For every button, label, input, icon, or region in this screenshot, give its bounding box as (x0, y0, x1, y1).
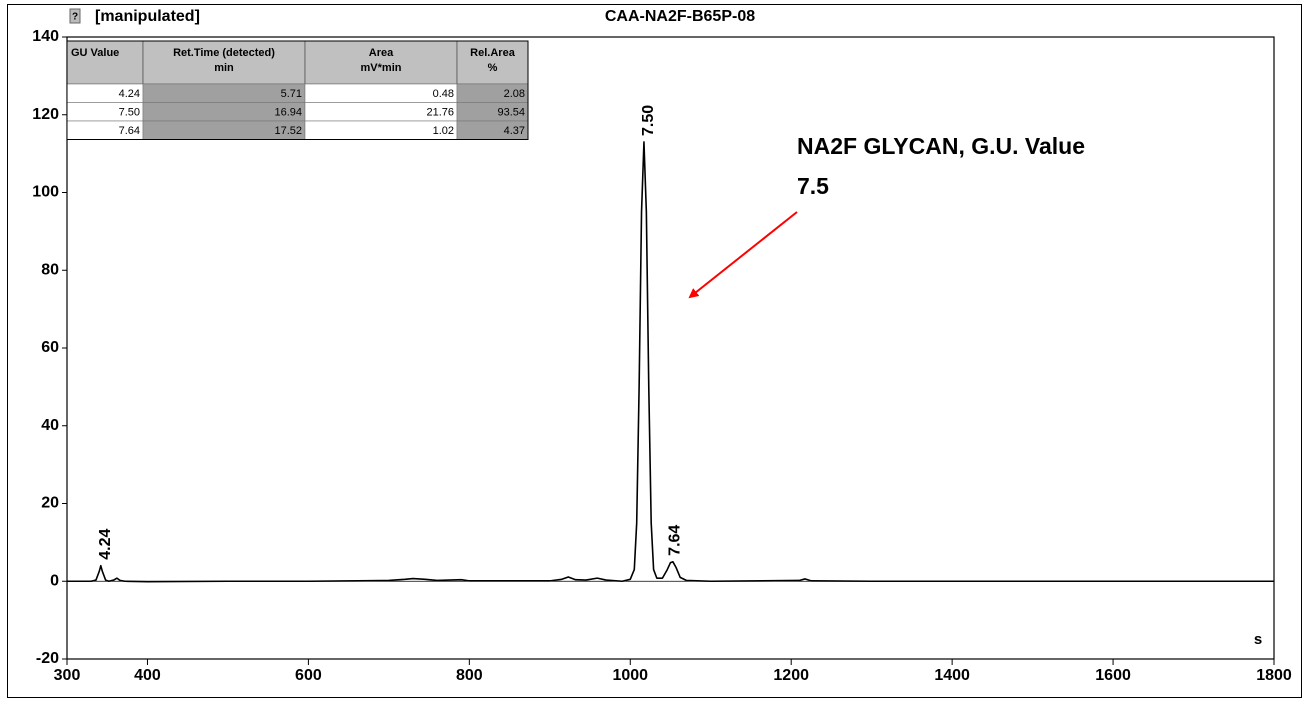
table-value: 5.71 (281, 88, 302, 100)
y-tick-label: 100 (32, 184, 59, 201)
y-tick-label: 0 (50, 572, 59, 589)
y-tick-label: -20 (36, 650, 59, 667)
annotation: 7.5 (797, 173, 829, 199)
status: [manipulated] (95, 8, 200, 25)
chart-title: CAA-NA2F-B65P-08 (605, 8, 755, 25)
y-tick-label: 80 (41, 261, 59, 278)
table-value: 2.08 (504, 88, 525, 100)
x-tick-label: 400 (134, 667, 161, 684)
x-tick-label: 1400 (934, 667, 970, 684)
table-value: 17.52 (274, 125, 302, 137)
table-header: mV*min (361, 62, 402, 74)
annotation: NA2F GLYCAN, G.U. Value (797, 133, 1085, 159)
table-value: 21.76 (426, 107, 454, 119)
x-unit: s (1254, 631, 1262, 648)
table-header: Rel.Area (470, 47, 516, 59)
x-tick-label: 1600 (1095, 667, 1131, 684)
table-value: 16.94 (274, 107, 302, 119)
y-tick-label: 140 (32, 28, 59, 45)
table-value: 7.50 (119, 107, 140, 119)
peak-label: 4.24 (97, 528, 114, 559)
chromatogram-line (67, 141, 1274, 583)
table-value: 1.02 (433, 125, 454, 137)
icon (69, 8, 81, 24)
table-value: 4.24 (119, 88, 140, 100)
y-tick-label: 20 (41, 495, 59, 512)
table-value: 93.54 (497, 107, 525, 119)
x-tick-label: 1200 (773, 667, 809, 684)
table-header: Ret.Time (detected) (173, 47, 275, 59)
table-border (66, 40, 529, 140)
x-tick-label: 800 (456, 667, 483, 684)
x-tick-label: 600 (295, 667, 322, 684)
table-value: 4.37 (504, 125, 525, 137)
peak-label: 7.64 (667, 525, 684, 556)
y-tick-label: 60 (41, 339, 59, 356)
table-header-cell (66, 40, 144, 85)
table-header: % (488, 62, 498, 74)
annotation-arrow (688, 211, 798, 299)
y-tick-label: 120 (32, 106, 59, 123)
table-value: 0.48 (433, 88, 454, 100)
table-header: Area (369, 47, 394, 59)
peak-label: 7.50 (640, 105, 657, 136)
table-header: GU Value (71, 47, 119, 59)
x-tick-label: 1000 (612, 667, 648, 684)
icon-glyph: ? (72, 12, 78, 23)
y-tick-label: 40 (41, 417, 59, 434)
table-header: min (214, 62, 234, 74)
table-value: 7.64 (119, 125, 140, 137)
results-table: GU Value Ret.Time (detected) min Area mV*min… (66, 40, 529, 140)
x-tick-label: 1800 (1256, 667, 1292, 684)
x-tick-label: 300 (54, 667, 81, 684)
